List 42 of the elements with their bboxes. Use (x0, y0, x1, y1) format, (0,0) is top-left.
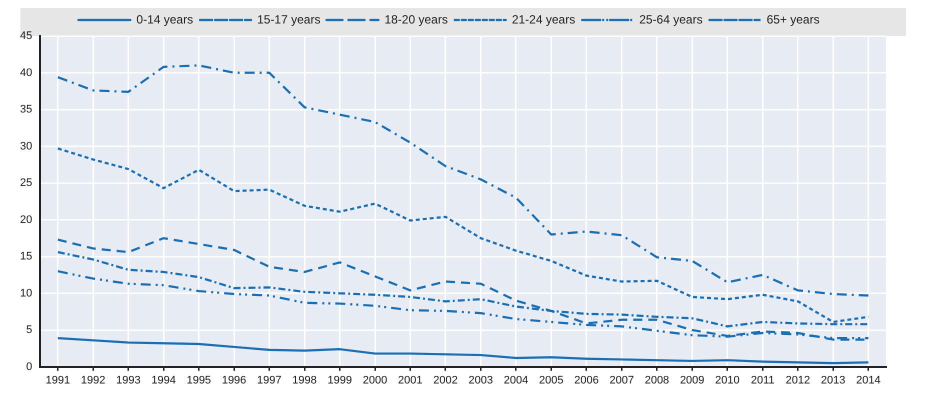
legend-label: 21-24 years (512, 12, 576, 26)
x-tick-label: 2001 (398, 374, 422, 386)
x-tick-label: 1993 (116, 374, 141, 386)
legend-label: 65+ years (766, 12, 820, 26)
x-tick-label: 2005 (538, 374, 564, 386)
legend-label: 25-64 years (639, 12, 703, 26)
y-tick-label: 0 (26, 360, 32, 373)
x-tick-label: 2003 (468, 374, 493, 386)
x-tick-label: 2011 (750, 374, 774, 386)
x-tick-label: 2002 (433, 374, 458, 386)
x-tick-label: 1995 (186, 374, 212, 386)
y-tick-label: 40 (20, 66, 32, 79)
x-tick-label: 2013 (820, 374, 846, 386)
x-tick-label: 1997 (257, 374, 282, 386)
x-tick-label: 1994 (151, 374, 176, 386)
x-tick-label: 2006 (574, 374, 599, 386)
y-tick-label: 30 (20, 140, 32, 152)
line-series (56, 64, 870, 297)
x-tick-label: 2012 (786, 374, 810, 386)
y-tick-label: 25 (20, 177, 32, 190)
x-tick-label: 2014 (856, 374, 881, 386)
x-tick-label: 1992 (80, 374, 106, 386)
x-tick-label: 1996 (222, 374, 246, 386)
y-tick-label: 20 (20, 214, 32, 226)
y-tick-label: 5 (26, 324, 32, 336)
x-tick-label: 1991 (46, 374, 70, 386)
legend-label: 15-17 years (257, 12, 320, 26)
legend-label: 0-14 years (136, 12, 194, 26)
x-tick-label: 2004 (504, 374, 528, 386)
x-tick-label: 2009 (680, 374, 704, 386)
x-tick-label: 1999 (328, 374, 352, 386)
y-tick-label: 10 (20, 287, 32, 300)
y-tick-label: 15 (20, 250, 32, 263)
legend-label: 18-20 years (384, 12, 448, 26)
x-tick-label: 2007 (609, 374, 634, 386)
x-tick-label: 2008 (644, 374, 670, 386)
x-tick-label: 1998 (292, 374, 317, 386)
line-series (56, 147, 870, 324)
y-tick-label: 45 (20, 30, 32, 42)
x-tick-label: 2010 (715, 374, 740, 386)
x-tick-label: 2000 (362, 374, 388, 386)
y-tick-label: 35 (20, 104, 32, 116)
